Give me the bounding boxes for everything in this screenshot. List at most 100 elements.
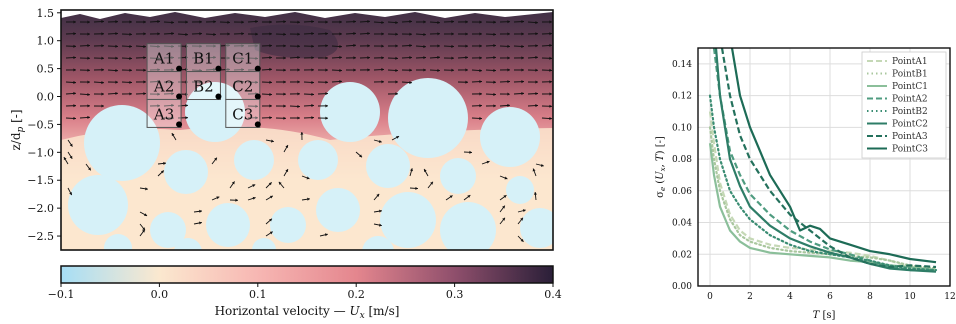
velocity-arrow [401,32,413,36]
velocity-arrow [193,221,202,225]
point-label: C3 [232,105,253,123]
velocity-arrow [485,20,497,24]
velocity-arrow [331,79,343,84]
velocity-arrow [163,44,175,48]
velocity-arrow [205,55,217,60]
velocity-arrow [65,44,77,48]
velocity-arrow [499,68,511,72]
velocity-arrow [457,44,469,48]
velocity-arrow [401,56,413,60]
velocity-arrow [409,186,419,190]
legend-box [861,51,947,159]
velocity-arrow [67,187,73,196]
velocity-arrow [359,56,371,60]
x-tick-label: 10 [904,292,916,302]
legend-item: PointB1 [867,70,928,80]
velocity-arrow [499,32,511,36]
velocity-arrow [163,31,175,36]
velocity-arrow [373,80,385,84]
velocity-arrow [415,68,427,72]
point-b1: B1 [185,43,222,73]
velocity-arrow [457,80,469,84]
velocity-arrow [163,116,175,120]
velocity-arrow [135,92,147,96]
velocity-arrow [541,104,553,108]
velocity-arrow [317,44,329,48]
velocity-arrow [191,20,203,24]
velocity-arrow [527,55,539,59]
velocity-arrow [93,20,105,24]
y-tick-label: 0.04 [672,219,692,229]
legend-item: PointC3 [867,145,928,155]
velocity-arrow [67,139,73,147]
velocity-arrow [275,20,287,24]
velocity-arrow [485,44,497,48]
velocity-arrow [541,32,553,36]
x-tick-label: 4 [787,292,793,302]
velocity-arrow [345,56,357,60]
velocity-arrow [429,55,441,59]
point-box [225,98,261,128]
velocity-arrow [301,197,310,201]
velocity-arrow [303,80,315,84]
point-a2: A2 [146,71,183,101]
point-label: C2 [232,78,253,96]
map-y-tick-label: 0.0 [37,91,55,104]
velocity-arrow [247,184,256,189]
velocity-arrow [265,218,273,225]
point-c3: C3 [225,98,261,128]
point-a3: A3 [146,98,183,128]
velocity-arrow [289,104,301,108]
velocity-arrow [359,68,371,72]
velocity-arrow [65,116,77,120]
velocity-arrow [191,32,203,36]
velocity-arrow [355,151,363,158]
velocity-arrow [457,32,469,36]
map-y-ticks: 1.5 1.0 0.5 0.0 −0.5 −1.0 −1.5 −2.0 −2.5 [27,7,61,243]
free-surface-edge [61,10,553,19]
colorbar-bar [60,265,554,284]
velocity-arrow [415,56,427,60]
velocity-arrow [303,68,315,72]
velocity-arrow [387,92,399,96]
velocity-arrow [261,67,273,72]
velocity-arrow [247,80,259,84]
velocity-arrow [373,209,382,213]
velocity-arrow [163,68,175,72]
velocity-arrow [387,44,399,48]
velocity-arrow [471,56,483,60]
x-tick-label: 0 [707,292,713,302]
y-ticks: 0.00 0.02 0.04 0.06 0.08 0.10 0.12 0.14 [672,60,692,292]
series-pointc2 [714,48,937,273]
colorbar-tick-label: 0.2 [347,288,365,301]
velocity-arrow [317,32,329,36]
velocity-arrow [373,32,385,36]
velocity-arrow [65,104,77,108]
grain [68,175,128,235]
velocity-arrow [278,181,285,189]
map-y-tick-label: −2.5 [27,230,54,243]
y-tick-label: 0.06 [672,187,692,197]
velocity-arrow [149,32,161,36]
velocity-arrow [67,151,73,160]
series-pointa2 [712,48,936,272]
velocity-arrow [415,32,427,37]
measurement-points: A1 B1 C1 A2 B2 C2 A3 C3 [146,43,261,128]
velocity-arrow [65,68,77,72]
velocity-arrow [135,44,147,49]
grain [388,78,468,158]
velocity-arrow [177,103,189,108]
velocity-arrow [205,67,217,72]
velocity-arrow [171,132,177,141]
map-frame [60,9,554,251]
point-label: B2 [193,78,214,96]
velocity-arrow [457,20,469,24]
x-ticks: 0 2 4 6 8 10 12 [707,292,956,302]
velocity-arrow [457,55,469,60]
velocity-vectors [63,19,553,243]
velocity-arrow [107,91,119,96]
velocity-arrow [499,194,507,201]
velocity-arrow [107,80,119,84]
grain [380,192,436,248]
velocity-arrow [359,19,371,24]
